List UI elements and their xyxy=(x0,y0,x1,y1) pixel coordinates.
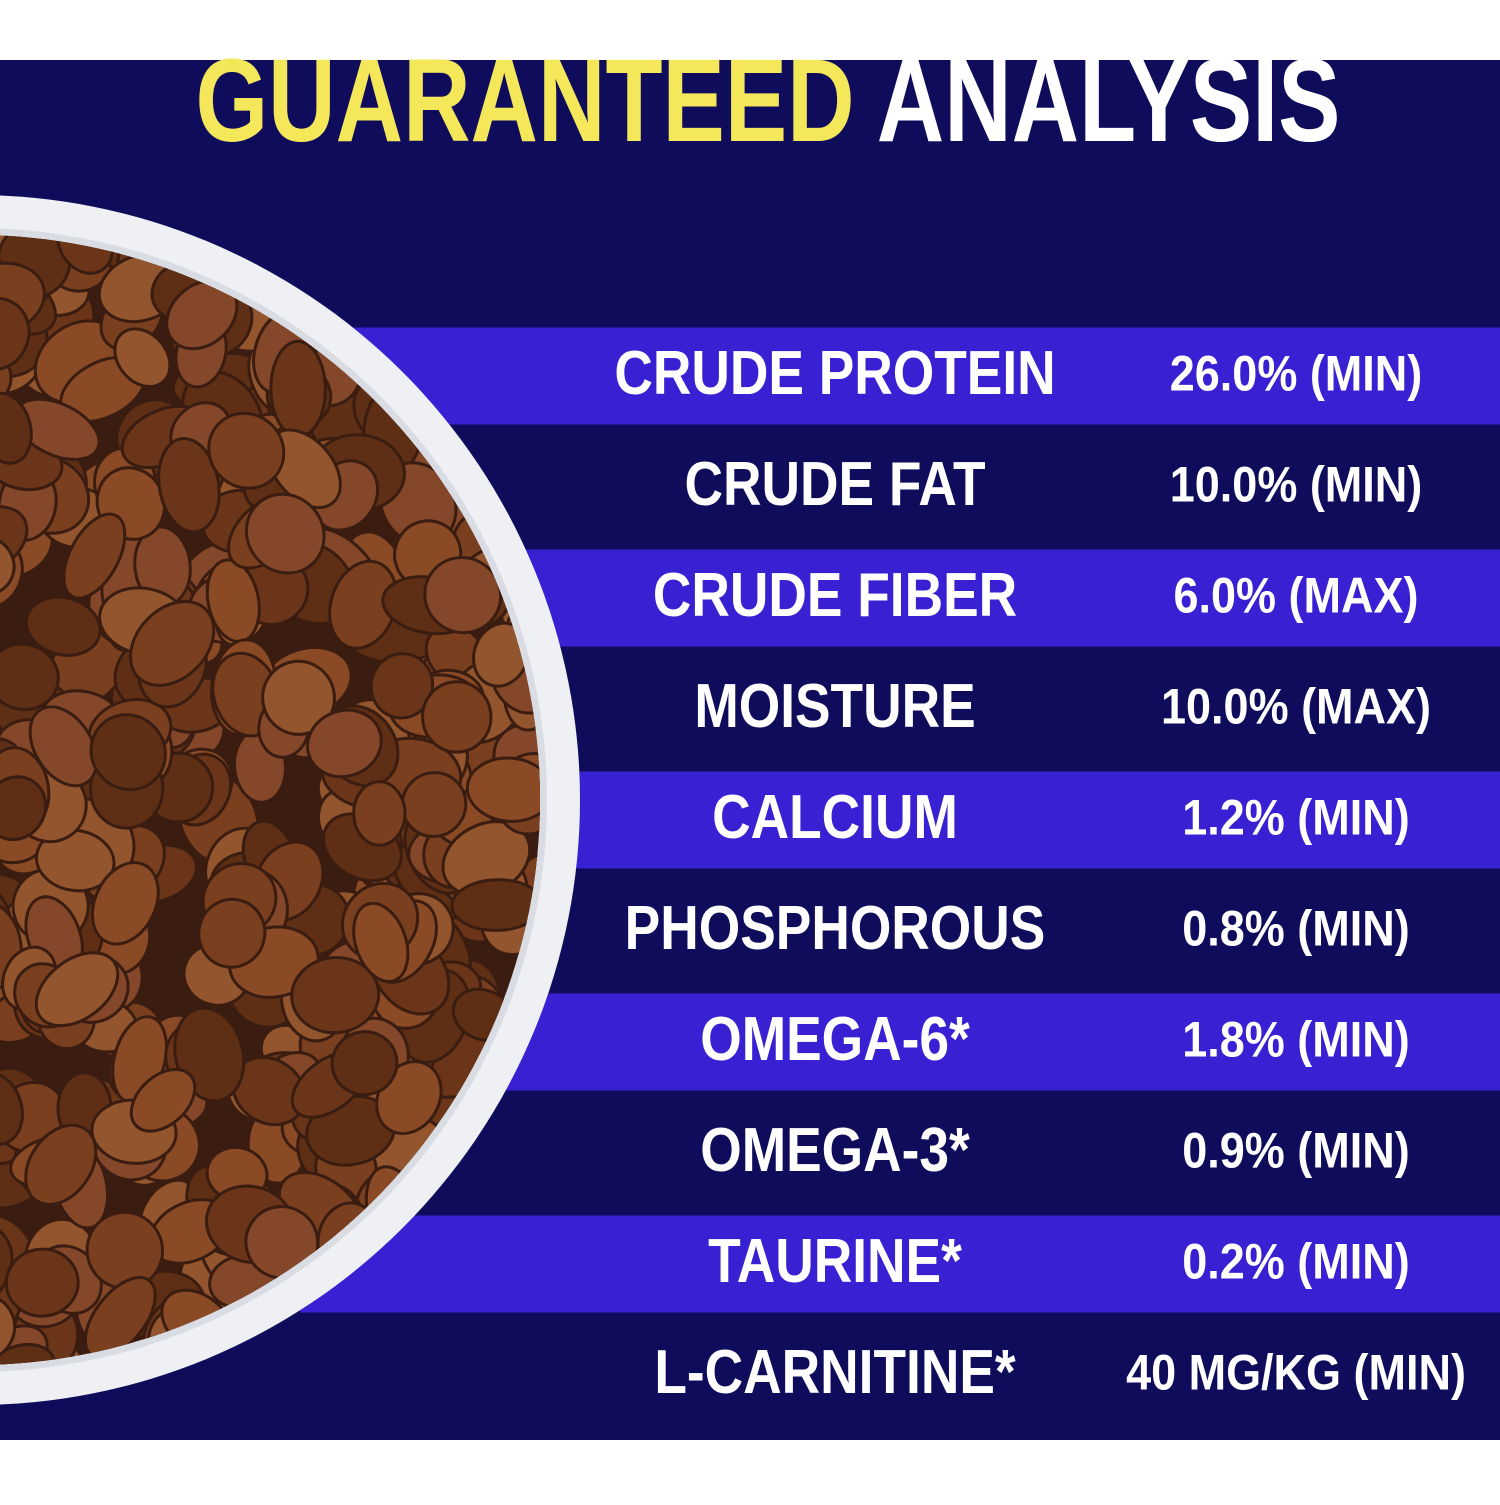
title-highlight: GUARANTEED xyxy=(196,35,855,167)
row-label: PHOSPHOROUS xyxy=(625,894,1046,963)
kibble-piece xyxy=(423,556,503,635)
kibble-piece xyxy=(0,1070,24,1146)
title: GUARANTEEDANALYSIS xyxy=(196,35,1341,167)
kibble-piece xyxy=(28,705,99,788)
kibble-piece xyxy=(157,437,221,534)
kibble-piece xyxy=(129,1068,197,1133)
kibble-piece xyxy=(24,595,102,657)
kibble-piece xyxy=(0,1222,14,1313)
row-label: OMEGA-6* xyxy=(700,1005,970,1074)
row-label: CRUDE FAT xyxy=(684,450,985,519)
kibble-piece xyxy=(0,642,60,712)
kibble-piece xyxy=(244,492,326,575)
analysis-table: CRUDE PROTEIN 26.0% (MIN) CRUDE FAT 10.0% (… xyxy=(614,339,1466,1407)
kibble-piece xyxy=(400,771,468,838)
row-label: OMEGA-3* xyxy=(700,1116,970,1185)
kibble-piece xyxy=(290,956,381,1035)
row-label: CALCIUM xyxy=(712,783,958,852)
kibble-piece xyxy=(0,1294,17,1362)
kibble-piece xyxy=(207,411,286,490)
kibble-piece xyxy=(261,659,336,736)
row-value: 0.2% (MIN) xyxy=(1182,1235,1409,1291)
row-value: 1.2% (MIN) xyxy=(1182,791,1409,847)
row-value: 0.8% (MIN) xyxy=(1182,902,1409,958)
row-value: 10.0% (MAX) xyxy=(1161,680,1431,736)
row-label: CRUDE FIBER xyxy=(653,561,1017,630)
row-label: TAURINE* xyxy=(708,1227,962,1296)
kibble-piece xyxy=(24,1123,98,1206)
kibble-piece xyxy=(0,343,13,412)
row-value: 1.8% (MIN) xyxy=(1182,1013,1409,1069)
kibble-piece xyxy=(269,339,327,439)
row-stripe xyxy=(300,1215,1500,1313)
row-value: 40 MG/KG (MIN) xyxy=(1126,1346,1466,1402)
kibble-piece xyxy=(129,600,216,687)
kibble-piece xyxy=(90,861,160,946)
kibble-piece xyxy=(0,296,31,372)
title-rest: ANALYSIS xyxy=(877,35,1341,167)
row-label: MOISTURE xyxy=(694,672,975,741)
kibble-piece xyxy=(34,951,120,1028)
kibble-piece xyxy=(62,512,127,600)
kibble-piece xyxy=(113,327,172,389)
kibble-piece xyxy=(465,756,540,823)
kibble-piece xyxy=(450,878,540,932)
kibble-piece xyxy=(4,1247,80,1318)
row-value: 26.0% (MIN) xyxy=(1170,347,1422,403)
row-value: 10.0% (MIN) xyxy=(1170,458,1422,514)
kibble-piece xyxy=(197,897,267,969)
kibble-piece xyxy=(89,713,167,792)
kibble-piece xyxy=(330,1030,399,1097)
row-stripe xyxy=(300,327,1500,425)
kibble-piece xyxy=(0,391,33,465)
kibble-piece xyxy=(0,775,48,842)
kibble-piece xyxy=(34,828,116,893)
kibble-piece xyxy=(0,534,16,597)
kibble-piece xyxy=(352,901,410,984)
kibble-piece xyxy=(352,780,407,847)
kibble-piece xyxy=(306,708,383,779)
row-label: L-CARNITINE* xyxy=(654,1338,1016,1407)
kibble-piece xyxy=(421,680,493,754)
row-value: 0.9% (MIN) xyxy=(1182,1124,1409,1180)
row-value: 6.0% (MAX) xyxy=(1174,569,1419,625)
row-label: CRUDE PROTEIN xyxy=(614,339,1055,408)
